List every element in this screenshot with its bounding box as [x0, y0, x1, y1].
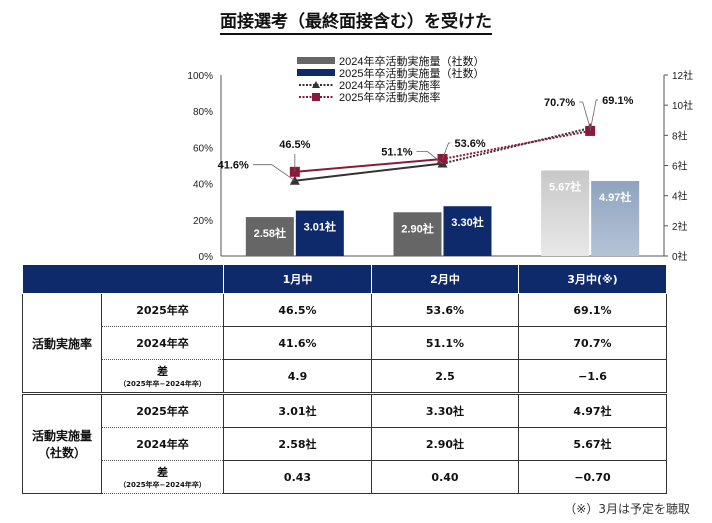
series-line: [294, 162, 443, 182]
footnote: （※）3月は予定を聴取: [564, 502, 690, 516]
line-data-label: 53.6%: [455, 138, 486, 150]
cell: 3.01社: [223, 392, 372, 428]
cell: 51.1%: [371, 326, 519, 360]
left-tick-label: 60%: [193, 143, 213, 154]
row-label: 差 （2025年卒−2024年卒）: [101, 359, 224, 394]
bar: [591, 181, 640, 256]
right-tick-label: 2社: [672, 220, 688, 233]
cell: 0.40: [371, 460, 519, 494]
diff-label: 差: [157, 466, 168, 479]
group-label-rate: 活動実施率: [22, 293, 102, 394]
cell: 3.30社: [371, 392, 519, 428]
table-row: 2024年卒 41.6% 51.1% 70.7%: [23, 326, 667, 360]
table-header-row: 1月中 2月中 3月中(※): [22, 264, 667, 294]
legend-marker: [312, 81, 320, 88]
line-data-label: 46.5%: [279, 139, 310, 151]
line-data-label: 51.1%: [381, 147, 412, 159]
left-tick-label: 20%: [193, 216, 213, 227]
row-label: 2024年卒: [101, 427, 224, 461]
header-feb: 2月中: [371, 264, 519, 294]
cell: 41.6%: [223, 326, 372, 360]
combo-chart: 0% 20% 40% 60% 80% 100% 0社 2社 4社 6社 8社 10社 12社 2.58社 3…: [187, 54, 693, 263]
bar: [541, 170, 590, 256]
cell: 2.90社: [371, 427, 519, 461]
legend-label: 2025年卒活動実施率: [339, 90, 440, 104]
cell: 2.58社: [223, 427, 372, 461]
bar-label: 3.30社: [451, 215, 483, 229]
series-line: [442, 127, 591, 165]
cell: 4.97社: [518, 392, 667, 428]
diff-sublabel: （2025年卒−2024年卒）: [119, 380, 206, 388]
cell: 0.43: [223, 460, 372, 494]
bar-label: 5.67社: [549, 179, 581, 193]
bar: [295, 210, 344, 256]
diff-sublabel: （2025年卒−2024年卒）: [119, 481, 206, 489]
table-row: 活動実施量 （社数） 2025年卒 3.01社 3.30社 4.97社: [22, 392, 667, 494]
legend-label: 2025年卒活動実施量（社数）: [339, 66, 484, 80]
leader-line: [416, 151, 443, 164]
leader-line: [252, 164, 296, 182]
left-tick-label: 100%: [187, 71, 213, 82]
series-line: [442, 129, 591, 160]
bar: [393, 212, 442, 256]
legend-swatch: [297, 57, 335, 64]
table-row: 差 （2025年卒−2024年卒） 4.9 2.5 −1.6: [23, 359, 667, 394]
header-blank: [22, 264, 224, 294]
leader-line: [589, 99, 599, 132]
line-data-label: 70.7%: [544, 97, 575, 109]
page-title: 面接選考（最終面接含む）を受けた: [0, 7, 712, 35]
cell: 70.7%: [518, 326, 667, 360]
legend-marker: [312, 93, 320, 101]
right-tick-label: 6社: [672, 160, 688, 173]
row-label: 2025年卒: [101, 392, 224, 428]
bar-label: 3.01社: [304, 220, 336, 234]
cell: 4.9: [223, 359, 372, 394]
cell: −1.6: [518, 359, 667, 394]
series-line: [294, 157, 443, 173]
data-table: 1月中 2月中 3月中(※) 活動実施率 2025年卒 46.5% 53.6% …: [22, 264, 667, 494]
marker-triangle: [289, 175, 300, 185]
right-tick-label: 10社: [672, 99, 693, 112]
leader-line: [579, 101, 591, 129]
cell: 53.6%: [371, 293, 519, 327]
header-jan: 1月中: [223, 264, 372, 294]
bar-label: 4.97社: [599, 190, 631, 204]
left-tick-label: 40%: [193, 180, 213, 191]
cell: 46.5%: [223, 293, 372, 327]
cell: 5.67社: [518, 427, 667, 461]
left-tick-label: 0%: [199, 252, 214, 263]
right-tick-label: 4社: [672, 190, 688, 203]
leader-line: [442, 142, 451, 160]
line-data-label: 69.1%: [602, 95, 633, 107]
row-label: 2025年卒: [101, 293, 224, 327]
group-label: 活動実施量: [31, 429, 92, 443]
cell: −0.70: [518, 460, 667, 494]
cell: 69.1%: [518, 293, 667, 327]
bar-label: 2.90社: [401, 221, 433, 235]
bar-label: 2.58社: [254, 226, 286, 240]
group-label-unit: （社数）: [37, 446, 86, 460]
line-data-label: 41.6%: [218, 160, 249, 172]
table-row: 差 （2025年卒−2024年卒） 0.43 0.40 −0.70: [23, 460, 667, 494]
group-label-volume: 活動実施量 （社数）: [22, 392, 102, 494]
diff-label: 差: [157, 365, 168, 378]
bar: [443, 206, 492, 256]
legend-label: 2024年卒活動実施量（社数）: [339, 54, 484, 68]
header-mar: 3月中(※): [518, 264, 667, 294]
right-tick-label: 12社: [672, 69, 693, 82]
table-row: 2024年卒 2.58社 2.90社 5.67社: [23, 427, 667, 461]
bar: [245, 217, 294, 256]
right-tick-label: 0社: [672, 250, 688, 263]
legend-label: 2024年卒活動実施率: [339, 78, 440, 92]
cell: 2.5: [371, 359, 519, 394]
table-row: 活動実施率 2025年卒 46.5% 53.6% 69.1%: [22, 293, 667, 394]
row-label: 差 （2025年卒−2024年卒）: [101, 460, 224, 494]
legend-swatch: [297, 69, 335, 76]
right-tick-label: 8社: [672, 129, 688, 142]
row-label: 2024年卒: [101, 326, 224, 360]
left-tick-label: 80%: [193, 107, 213, 118]
